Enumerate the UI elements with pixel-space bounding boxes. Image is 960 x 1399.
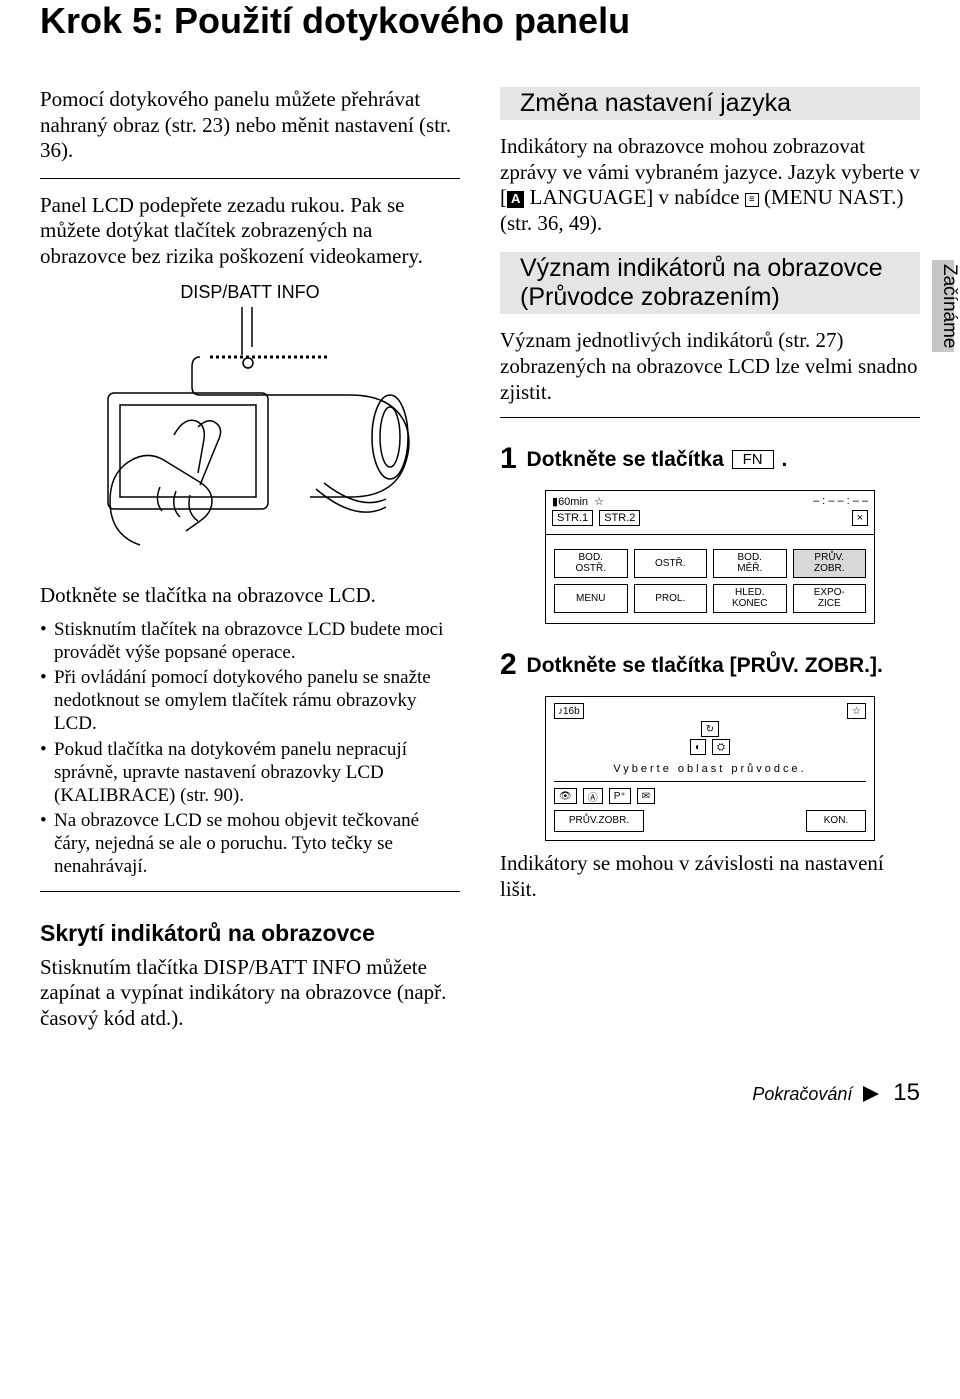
- step-1: 1 Dotkněte se tlačítka FN .: [500, 442, 920, 476]
- screen-button[interactable]: BOD.MĚŘ.: [713, 549, 787, 578]
- touch-instruction: Dotkněte se tlačítka na obrazovce LCD.: [40, 583, 460, 608]
- screen-button[interactable]: EXPO-ZICE: [793, 584, 867, 613]
- language-heading: Změna nastavení jazyka: [500, 87, 920, 120]
- divider: [500, 417, 920, 418]
- end-button[interactable]: KON.: [806, 810, 866, 832]
- arrow-icon: [863, 1086, 879, 1102]
- step-text: .: [781, 448, 787, 471]
- divider: [40, 178, 460, 179]
- screen-button[interactable]: BOD.OSTŘ.: [554, 549, 628, 578]
- menu-icon: ≡: [745, 193, 759, 207]
- cassette-icon: ☆: [847, 703, 866, 719]
- a-icon: A: [507, 191, 524, 207]
- fn-button-label: FN: [732, 450, 774, 469]
- mode-icon: ⛭: [712, 739, 730, 755]
- tape-indicator: ♪16b: [554, 703, 584, 719]
- hide-indicators-heading: Skrytí indikátorů na obrazovce: [40, 920, 460, 947]
- screen-button-guide[interactable]: PRŮV.ZOBR.: [793, 549, 867, 578]
- mode-icon: ◐: [690, 739, 706, 755]
- icon: Ⓐ: [583, 788, 603, 804]
- list-item: Pokud tlačítka na dotykovém panelu nepra…: [40, 738, 460, 808]
- continuation-label: Pokračování: [752, 1084, 852, 1104]
- meaning-body: Význam jednotlivých indikátorů (str. 27)…: [500, 328, 920, 405]
- step-number: 1: [500, 442, 517, 475]
- step-text: Dotkněte se tlačítka [PRŮV. ZOBR.].: [527, 654, 883, 677]
- step-text: Dotkněte se tlačítka: [527, 448, 730, 471]
- guide-caption: Vyberte oblast průvodce.: [554, 763, 866, 775]
- lcd-screen-2: ♪16b ☆ ↻ ◐ ⛭ Vyberte oblast průvodce. 👁 …: [545, 696, 875, 841]
- guide-button[interactable]: PRŮV.ZOBR.: [554, 810, 644, 832]
- page-number: 15: [893, 1079, 920, 1106]
- icon: 👁: [554, 788, 577, 804]
- page-title: Krok 5: Použití dotykového panelu: [40, 0, 920, 42]
- language-body: Indikátory na obrazovce mohou zobrazovat…: [500, 134, 920, 236]
- icon: P⁺: [609, 788, 631, 804]
- notes-list: Stisknutím tlačítek na obrazovce LCD bud…: [40, 618, 460, 879]
- list-item: Na obrazovce LCD se mohou objevit tečkov…: [40, 809, 460, 879]
- screen-button[interactable]: PROL.: [634, 584, 708, 613]
- close-button[interactable]: ×: [852, 510, 868, 526]
- camera-illustration: [80, 307, 420, 567]
- step-number: 2: [500, 648, 517, 681]
- screen-button[interactable]: OSTŘ.: [634, 549, 708, 578]
- section-side-tab: Začínáme: [932, 260, 960, 352]
- page-tab[interactable]: STR.2: [599, 510, 640, 526]
- time-counter: – : – – : – –: [813, 495, 868, 508]
- list-item: Stisknutím tlačítek na obrazovce LCD bud…: [40, 618, 460, 664]
- left-column: Pomocí dotykového panelu můžete přehráva…: [40, 87, 460, 1039]
- screen-button[interactable]: MENU: [554, 584, 628, 613]
- indicators-note: Indikátory se mohou v závislosti na nast…: [500, 851, 920, 902]
- hide-indicators-body: Stisknutím tlačítka DISP/BATT INFO můžet…: [40, 955, 460, 1032]
- step-2: 2 Dotkněte se tlačítka [PRŮV. ZOBR.].: [500, 648, 920, 682]
- battery-time: ▮60min ☆: [552, 495, 604, 508]
- meaning-heading: Význam indikátorů na obrazovce (Průvodce…: [500, 252, 920, 314]
- divider: [40, 891, 460, 892]
- icon: ✉: [637, 788, 655, 804]
- intro-text: Pomocí dotykového panelu můžete přehráva…: [40, 87, 460, 164]
- page-footer: Pokračování 15: [40, 1079, 920, 1107]
- panel-instructions: Panel LCD podepřete zezadu rukou. Pak se…: [40, 193, 460, 270]
- screen-button[interactable]: HLED.KONEC: [713, 584, 787, 613]
- right-column: Změna nastavení jazyka Indikátory na obr…: [500, 87, 920, 1039]
- page-tab[interactable]: STR.1: [552, 510, 593, 526]
- list-item: Při ovládání pomocí dotykového panelu se…: [40, 666, 460, 736]
- lcd-screen-1: ▮60min ☆ – : – – : – – STR.1 STR.2 × BOD…: [545, 490, 875, 624]
- disp-batt-label: DISP/BATT INFO: [40, 282, 460, 303]
- refresh-icon: ↻: [701, 721, 719, 737]
- text: LANGUAGE] v nabídce: [524, 185, 744, 209]
